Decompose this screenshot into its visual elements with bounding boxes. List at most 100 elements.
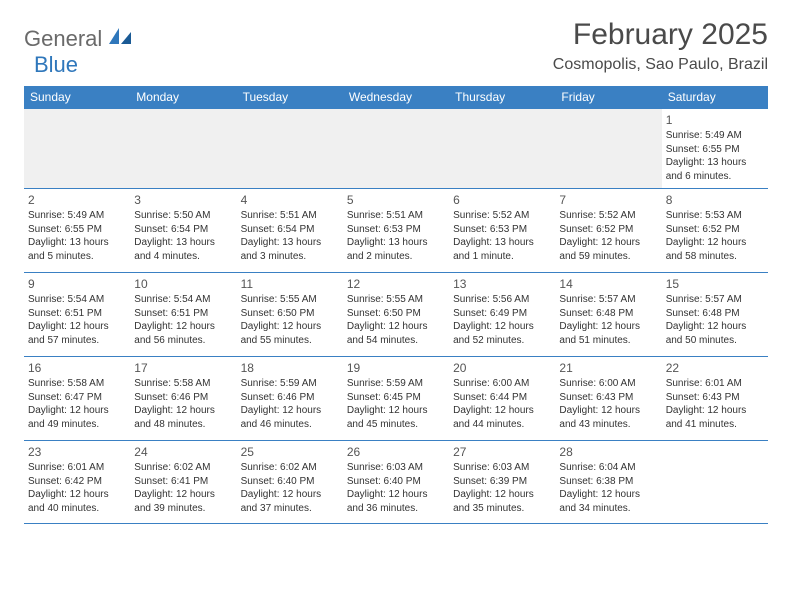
day-daylight: Daylight: 12 hours and 35 minutes. — [453, 488, 551, 515]
location: Cosmopolis, Sao Paulo, Brazil — [553, 56, 768, 74]
day-cell — [130, 109, 236, 188]
day-sunrise: Sunrise: 5:59 AM — [241, 377, 339, 391]
day-sunrise: Sunrise: 5:55 AM — [241, 293, 339, 307]
logo-text: General Blue — [24, 26, 131, 78]
week-row: 1Sunrise: 5:49 AMSunset: 6:55 PMDaylight… — [24, 108, 768, 188]
day-number: 9 — [28, 276, 126, 292]
day-daylight: Daylight: 12 hours and 41 minutes. — [666, 404, 764, 431]
day-cell: 25Sunrise: 6:02 AMSunset: 6:40 PMDayligh… — [237, 441, 343, 523]
day-sunrise: Sunrise: 6:02 AM — [134, 461, 232, 475]
day-cell: 19Sunrise: 5:59 AMSunset: 6:45 PMDayligh… — [343, 357, 449, 440]
day-sunset: Sunset: 6:50 PM — [347, 307, 445, 321]
day-daylight: Daylight: 12 hours and 37 minutes. — [241, 488, 339, 515]
day-cell: 8Sunrise: 5:53 AMSunset: 6:52 PMDaylight… — [662, 189, 768, 272]
day-cell — [662, 441, 768, 523]
day-sunrise: Sunrise: 6:01 AM — [28, 461, 126, 475]
day-sunset: Sunset: 6:43 PM — [559, 391, 657, 405]
day-daylight: Daylight: 12 hours and 51 minutes. — [559, 320, 657, 347]
day-cell: 1Sunrise: 5:49 AMSunset: 6:55 PMDaylight… — [662, 109, 768, 188]
day-sunset: Sunset: 6:39 PM — [453, 475, 551, 489]
day-sunset: Sunset: 6:49 PM — [453, 307, 551, 321]
day-sunrise: Sunrise: 5:49 AM — [666, 129, 764, 143]
day-daylight: Daylight: 12 hours and 40 minutes. — [28, 488, 126, 515]
day-sunset: Sunset: 6:54 PM — [134, 223, 232, 237]
day-cell: 9Sunrise: 5:54 AMSunset: 6:51 PMDaylight… — [24, 273, 130, 356]
day-header: Friday — [555, 86, 661, 108]
day-daylight: Daylight: 13 hours and 6 minutes. — [666, 156, 764, 183]
day-number: 18 — [241, 360, 339, 376]
page-title: February 2025 — [553, 18, 768, 52]
day-daylight: Daylight: 12 hours and 52 minutes. — [453, 320, 551, 347]
day-number: 6 — [453, 192, 551, 208]
day-cell: 4Sunrise: 5:51 AMSunset: 6:54 PMDaylight… — [237, 189, 343, 272]
day-daylight: Daylight: 12 hours and 56 minutes. — [134, 320, 232, 347]
day-daylight: Daylight: 12 hours and 45 minutes. — [347, 404, 445, 431]
day-cell: 21Sunrise: 6:00 AMSunset: 6:43 PMDayligh… — [555, 357, 661, 440]
day-sunrise: Sunrise: 5:49 AM — [28, 209, 126, 223]
day-header: Saturday — [662, 86, 768, 108]
day-cell — [449, 109, 555, 188]
day-daylight: Daylight: 12 hours and 34 minutes. — [559, 488, 657, 515]
day-sunrise: Sunrise: 5:52 AM — [453, 209, 551, 223]
day-sunset: Sunset: 6:45 PM — [347, 391, 445, 405]
day-daylight: Daylight: 12 hours and 44 minutes. — [453, 404, 551, 431]
day-header: Monday — [130, 86, 236, 108]
day-cell: 6Sunrise: 5:52 AMSunset: 6:53 PMDaylight… — [449, 189, 555, 272]
day-cell: 11Sunrise: 5:55 AMSunset: 6:50 PMDayligh… — [237, 273, 343, 356]
day-number: 23 — [28, 444, 126, 460]
day-daylight: Daylight: 12 hours and 36 minutes. — [347, 488, 445, 515]
day-number: 3 — [134, 192, 232, 208]
day-sunrise: Sunrise: 5:51 AM — [241, 209, 339, 223]
day-number: 11 — [241, 276, 339, 292]
day-sunset: Sunset: 6:51 PM — [134, 307, 232, 321]
logo-general: General — [24, 26, 102, 51]
day-daylight: Daylight: 12 hours and 55 minutes. — [241, 320, 339, 347]
day-sunrise: Sunrise: 5:55 AM — [347, 293, 445, 307]
day-number: 14 — [559, 276, 657, 292]
day-sunset: Sunset: 6:40 PM — [241, 475, 339, 489]
day-cell: 10Sunrise: 5:54 AMSunset: 6:51 PMDayligh… — [130, 273, 236, 356]
day-sunset: Sunset: 6:52 PM — [559, 223, 657, 237]
day-number: 12 — [347, 276, 445, 292]
day-cell: 20Sunrise: 6:00 AMSunset: 6:44 PMDayligh… — [449, 357, 555, 440]
day-sunset: Sunset: 6:46 PM — [241, 391, 339, 405]
day-sunset: Sunset: 6:38 PM — [559, 475, 657, 489]
day-sunset: Sunset: 6:55 PM — [28, 223, 126, 237]
day-sunrise: Sunrise: 6:00 AM — [559, 377, 657, 391]
day-header: Wednesday — [343, 86, 449, 108]
day-number: 20 — [453, 360, 551, 376]
day-sunset: Sunset: 6:51 PM — [28, 307, 126, 321]
week-row: 2Sunrise: 5:49 AMSunset: 6:55 PMDaylight… — [24, 188, 768, 272]
day-cell: 23Sunrise: 6:01 AMSunset: 6:42 PMDayligh… — [24, 441, 130, 523]
day-cell: 17Sunrise: 5:58 AMSunset: 6:46 PMDayligh… — [130, 357, 236, 440]
day-sunset: Sunset: 6:43 PM — [666, 391, 764, 405]
day-number: 1 — [666, 112, 764, 128]
day-cell: 22Sunrise: 6:01 AMSunset: 6:43 PMDayligh… — [662, 357, 768, 440]
weeks-container: 1Sunrise: 5:49 AMSunset: 6:55 PMDaylight… — [24, 108, 768, 524]
day-daylight: Daylight: 12 hours and 43 minutes. — [559, 404, 657, 431]
day-header: Sunday — [24, 86, 130, 108]
logo-blue: Blue — [34, 52, 78, 77]
day-sunset: Sunset: 6:42 PM — [28, 475, 126, 489]
day-cell: 15Sunrise: 5:57 AMSunset: 6:48 PMDayligh… — [662, 273, 768, 356]
day-sunrise: Sunrise: 5:53 AM — [666, 209, 764, 223]
day-sunrise: Sunrise: 6:04 AM — [559, 461, 657, 475]
day-cell: 12Sunrise: 5:55 AMSunset: 6:50 PMDayligh… — [343, 273, 449, 356]
day-number: 17 — [134, 360, 232, 376]
day-sunset: Sunset: 6:54 PM — [241, 223, 339, 237]
week-row: 16Sunrise: 5:58 AMSunset: 6:47 PMDayligh… — [24, 356, 768, 440]
day-sunrise: Sunrise: 5:57 AM — [559, 293, 657, 307]
day-daylight: Daylight: 12 hours and 39 minutes. — [134, 488, 232, 515]
day-cell — [343, 109, 449, 188]
day-daylight: Daylight: 12 hours and 50 minutes. — [666, 320, 764, 347]
week-row: 9Sunrise: 5:54 AMSunset: 6:51 PMDaylight… — [24, 272, 768, 356]
day-daylight: Daylight: 13 hours and 1 minute. — [453, 236, 551, 263]
week-row: 23Sunrise: 6:01 AMSunset: 6:42 PMDayligh… — [24, 440, 768, 524]
day-cell: 28Sunrise: 6:04 AMSunset: 6:38 PMDayligh… — [555, 441, 661, 523]
day-header: Tuesday — [237, 86, 343, 108]
day-cell: 18Sunrise: 5:59 AMSunset: 6:46 PMDayligh… — [237, 357, 343, 440]
day-sunrise: Sunrise: 6:02 AM — [241, 461, 339, 475]
day-sunset: Sunset: 6:53 PM — [453, 223, 551, 237]
day-number: 19 — [347, 360, 445, 376]
day-sunset: Sunset: 6:47 PM — [28, 391, 126, 405]
